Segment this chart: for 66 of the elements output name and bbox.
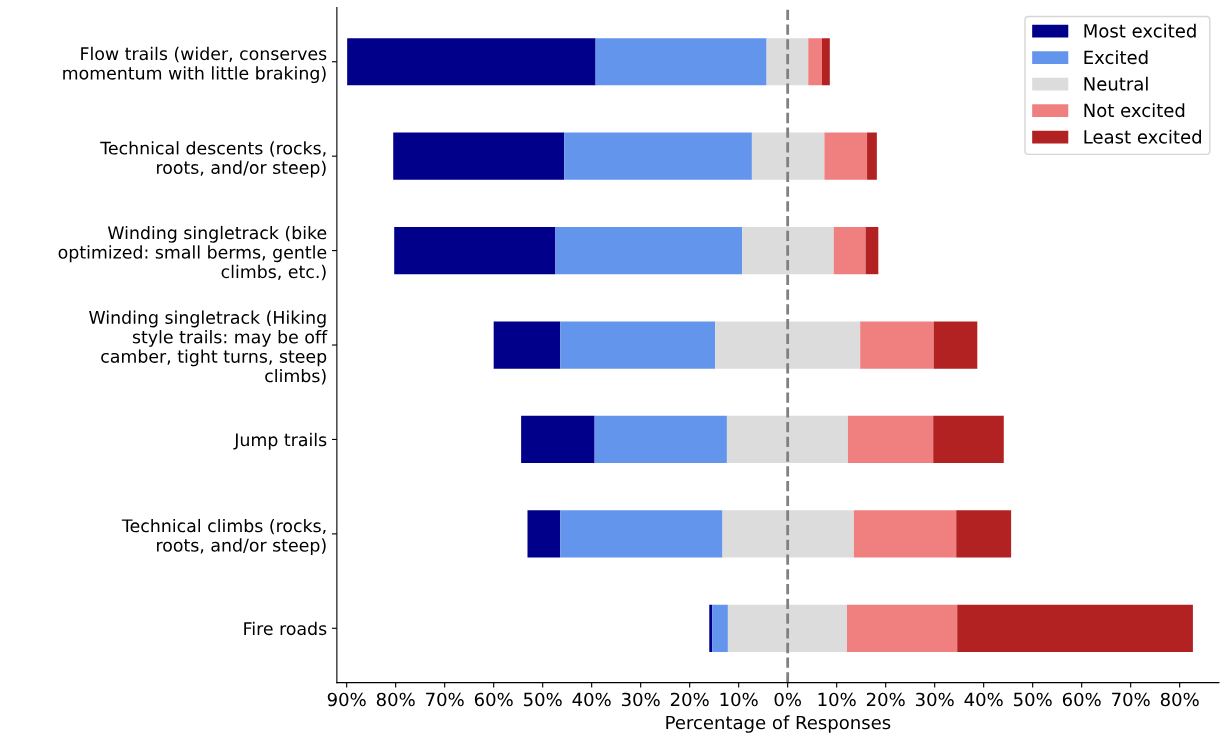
bar: [865, 227, 879, 275]
x-tick-label: 90%: [327, 692, 366, 707]
x-tick-label: 70%: [426, 692, 464, 707]
x-tick-label: 0%: [774, 692, 801, 707]
bar: [712, 604, 728, 652]
bar: [833, 227, 866, 275]
bar: [821, 38, 830, 86]
y-tick-label: Fire roads: [244, 621, 327, 636]
x-axis-title: Percentage of Responses: [666, 715, 891, 733]
x-tick-label: 20%: [866, 692, 905, 707]
bar: [393, 132, 565, 180]
y-tick-label: Winding singletrack (bike optimized: small berms, gentle climbs, etc.): [58, 225, 327, 281]
bar: [347, 38, 596, 86]
bar: [726, 415, 848, 464]
x-tick-label: 80%: [1160, 692, 1199, 707]
y-tick-label: Technical climbs (rocks, roots, and/or steep): [121, 518, 326, 556]
bar: [555, 227, 743, 275]
bar: [595, 38, 767, 86]
bar: [860, 321, 934, 369]
bar: [933, 415, 1004, 464]
x-tick-label: 50%: [524, 692, 562, 707]
x-tick-label: 80%: [376, 692, 415, 707]
bar: [594, 415, 727, 464]
bar: [521, 415, 595, 464]
x-tick-label: 50%: [1014, 692, 1052, 707]
x-tick-label: 60%: [474, 692, 513, 707]
bar: [808, 38, 822, 86]
x-tick-label: 30%: [915, 692, 954, 707]
legend-label: Most excited: [1084, 23, 1196, 38]
bar: [394, 227, 556, 275]
x-tick-label: 70%: [1112, 692, 1150, 707]
bar: [727, 604, 847, 652]
bar: [933, 321, 978, 369]
bar: [527, 510, 561, 558]
legend-label: Excited: [1084, 50, 1148, 65]
y-tick-label: Technical descents (rocks, roots, and/or steep): [100, 141, 326, 178]
bar: [564, 132, 752, 180]
y-tick-label: Flow trails (wider, conserves momentum with little braking): [63, 46, 327, 83]
x-tick-label: 40%: [572, 692, 611, 707]
bar: [493, 321, 561, 369]
bar: [853, 510, 957, 558]
bar: [742, 227, 834, 275]
bar: [709, 604, 713, 652]
bar: [867, 132, 877, 180]
bar: [846, 604, 958, 652]
bar: [560, 321, 716, 369]
x-tick-label: 60%: [1062, 692, 1101, 707]
bar: [715, 321, 861, 369]
x-tick-label: 40%: [964, 692, 1003, 707]
bar: [956, 510, 1012, 558]
bar: [560, 510, 723, 558]
legend-label: Neutral: [1084, 76, 1148, 91]
bar: [847, 415, 934, 464]
y-tick-label: Jump trails: [233, 432, 327, 450]
legend-label: Least excited: [1084, 129, 1201, 144]
x-tick-label: 20%: [670, 692, 709, 707]
bar: [751, 132, 825, 180]
y-tick-label: Winding singletrack (Hiking style trails: may be off camber, tight turns, steep climbs): [89, 310, 328, 385]
bar: [766, 38, 809, 86]
x-tick-label: 10%: [720, 692, 758, 707]
x-tick-label: 30%: [621, 692, 660, 707]
bar: [824, 132, 868, 180]
bar: [722, 510, 854, 558]
x-tick-label: 10%: [818, 692, 856, 707]
bar: [957, 604, 1193, 652]
legend-label: Not excited: [1084, 103, 1185, 118]
